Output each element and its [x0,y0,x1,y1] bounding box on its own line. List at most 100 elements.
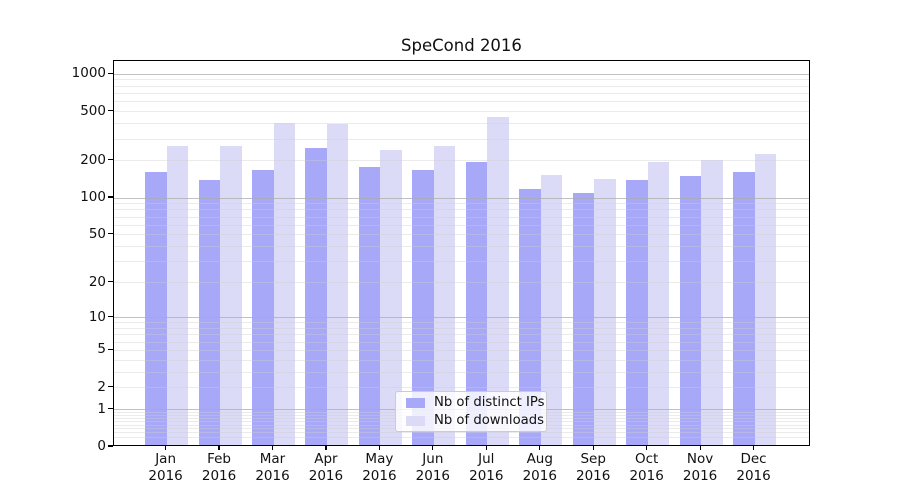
y-tick-mark [108,316,113,318]
x-tick-month: Jul [478,451,495,467]
x-tick-month: May [365,451,394,467]
minor-gridline [114,334,809,336]
y-tick-mark [108,408,113,410]
bar-nb-of-downloads-sep [594,178,616,445]
minor-gridline [114,349,809,351]
x-tick-year: 2016 [736,467,771,484]
x-tick-mark [485,446,487,450]
minor-gridline [114,432,809,434]
minor-gridline [114,261,809,263]
x-tick-month: Apr [314,451,338,467]
minor-gridline [114,160,809,162]
bar-nb-of-downloads-feb [220,146,242,445]
minor-gridline [114,79,809,81]
x-tick-mark [539,446,541,450]
minor-gridline [114,282,809,284]
y-tick-label: 200 [80,151,106,168]
y-tick-mark [108,110,113,112]
y-tick-label: 2 [97,378,106,395]
x-tick-label-oct: Oct 2016 [615,451,679,484]
minor-gridline [114,111,809,113]
minor-gridline [114,101,809,103]
minor-gridline [114,359,809,361]
x-tick-label-aug: Aug 2016 [508,451,572,484]
minor-gridline [114,371,809,373]
bar-nb-of-distinct-ips-aug [519,188,541,445]
y-tick-label: 500 [80,102,106,119]
bar-nb-of-distinct-ips-apr [305,147,327,445]
x-tick-month: Sep [580,451,606,467]
bar-nb-of-downloads-apr [326,123,349,445]
x-tick-mark [218,446,220,450]
minor-gridline [114,246,809,248]
major-gridline [114,197,809,199]
x-tick-year: 2016 [522,467,557,484]
minor-gridline [114,322,809,324]
x-tick-label-nov: Nov 2016 [668,451,732,484]
legend-label-distinct-ips: Nb of distinct IPs [434,395,545,410]
x-tick-mark [271,446,274,450]
minor-gridline [114,387,809,389]
bar-nb-of-distinct-ips-may [358,167,381,445]
x-tick-year: 2016 [682,467,718,484]
minor-gridline [114,327,809,329]
legend-item-downloads: Nb of downloads [406,413,546,428]
y-tick-mark [108,445,113,447]
bar-nb-of-distinct-ips-jul [465,161,488,445]
bar-nb-of-downloads-nov [701,159,723,445]
bar-nb-of-downloads-jun [433,145,456,445]
y-tick-mark [108,386,113,388]
minor-gridline [114,209,809,211]
x-tick-label-dec: Dec 2016 [722,451,786,484]
major-gridline [114,317,809,319]
minor-gridline [114,341,809,343]
bar-nb-of-distinct-ips-nov [679,175,702,445]
minor-gridline [114,85,809,87]
minor-gridline [114,123,809,125]
bar-nb-of-downloads-oct [647,162,670,445]
bar-nb-of-distinct-ips-jun [412,170,434,445]
x-tick-label-apr: Apr 2016 [294,451,358,484]
legend-label-downloads: Nb of downloads [434,413,544,428]
legend-item-distinct-ips: Nb of distinct IPs [406,395,546,410]
y-tick-mark [108,159,113,161]
x-tick-mark [592,446,594,450]
x-tick-label-may: May 2016 [347,451,411,484]
legend: Nb of distinct IPs Nb of downloads [395,391,547,432]
x-tick-mark [378,446,380,450]
x-tick-month: Aug [526,451,553,467]
x-tick-month: Mar [259,451,286,467]
x-tick-month: Jun [422,451,444,467]
x-tick-year: 2016 [415,467,451,484]
minor-gridline [114,93,809,95]
x-tick-mark [325,446,327,450]
x-tick-month: Dec [740,451,767,467]
x-tick-mark [646,446,648,450]
bar-nb-of-downloads-may [380,150,402,445]
x-tick-mark [432,446,434,450]
x-tick-mark [165,446,167,450]
x-tick-year: 2016 [255,467,290,484]
bar-nb-of-downloads-mar [273,122,295,445]
y-tick-mark [108,233,113,235]
x-tick-month: Oct [634,451,659,467]
x-tick-year: 2016 [308,467,344,484]
x-tick-year: 2016 [576,467,611,484]
bar-nb-of-distinct-ips-dec [733,172,755,445]
x-tick-month: Nov [686,451,714,467]
bar-nb-of-distinct-ips-sep [572,192,595,445]
y-tick-label: 1000 [71,65,106,82]
x-tick-label-feb: Feb 2016 [187,451,251,484]
major-gridline [114,73,809,75]
y-tick-label: 0 [97,438,106,454]
y-tick-label: 50 [88,225,106,242]
y-tick-label: 100 [80,189,106,206]
bar-nb-of-downloads-jul [487,117,509,445]
minor-gridline [114,234,809,236]
x-tick-label-jan: Jan 2016 [134,451,198,484]
x-tick-year: 2016 [148,467,183,484]
minor-gridline [114,216,809,218]
x-tick-label-mar: Mar 2016 [241,451,305,484]
x-tick-month: Feb [207,451,231,467]
